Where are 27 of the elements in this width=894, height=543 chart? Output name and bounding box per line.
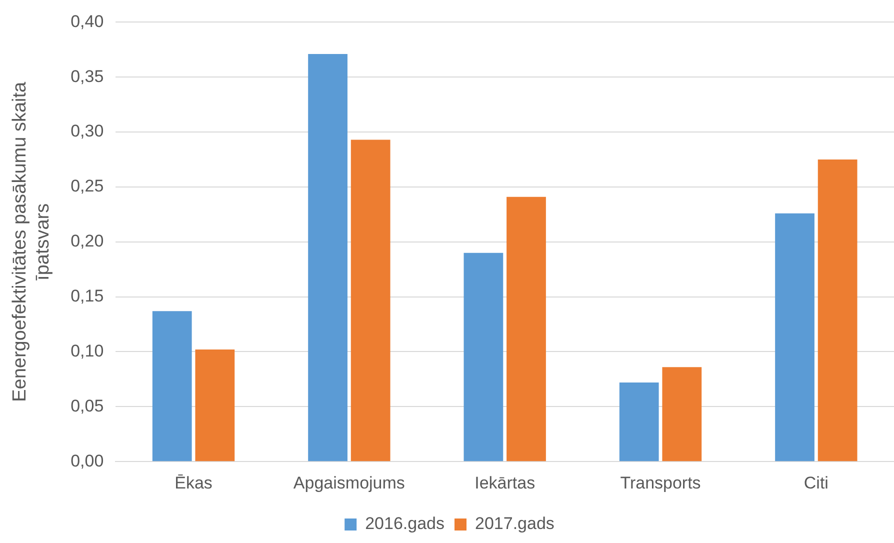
bar — [308, 54, 348, 462]
y-axis-title: Eenergoefektivitātes pasākumu skaita īpatsvars — [10, 81, 54, 402]
bar — [464, 252, 504, 462]
x-tick-label: Citi — [804, 473, 828, 492]
x-tick-label: Apgaismojums — [293, 473, 405, 492]
bar — [506, 196, 546, 462]
bar — [775, 213, 814, 462]
y-tick-label: 0,10 — [70, 341, 104, 360]
y-tick-label: 0,20 — [70, 232, 104, 251]
bar — [619, 382, 659, 462]
bar — [195, 350, 235, 462]
y-tick-label: 0,15 — [70, 286, 104, 306]
legend-label: 2016.gads — [365, 514, 444, 534]
y-tick-label: 0,05 — [70, 396, 104, 416]
bar — [818, 160, 858, 462]
y-tick-label: 0,40 — [70, 12, 104, 31]
bar — [662, 367, 702, 462]
legend-label: 2017.gads — [475, 514, 554, 534]
bar — [350, 140, 390, 462]
y-tick-label: 0,35 — [70, 66, 104, 86]
y-tick-label: 0,30 — [70, 122, 104, 141]
x-tick-label: Transports — [620, 473, 701, 492]
y-tick-label: 0,00 — [70, 451, 104, 470]
y-tick-label: 0,25 — [70, 176, 104, 196]
x-tick-label: Iekārtas — [474, 473, 536, 492]
bar — [152, 311, 192, 462]
x-tick-label: Ēkas — [174, 473, 212, 492]
